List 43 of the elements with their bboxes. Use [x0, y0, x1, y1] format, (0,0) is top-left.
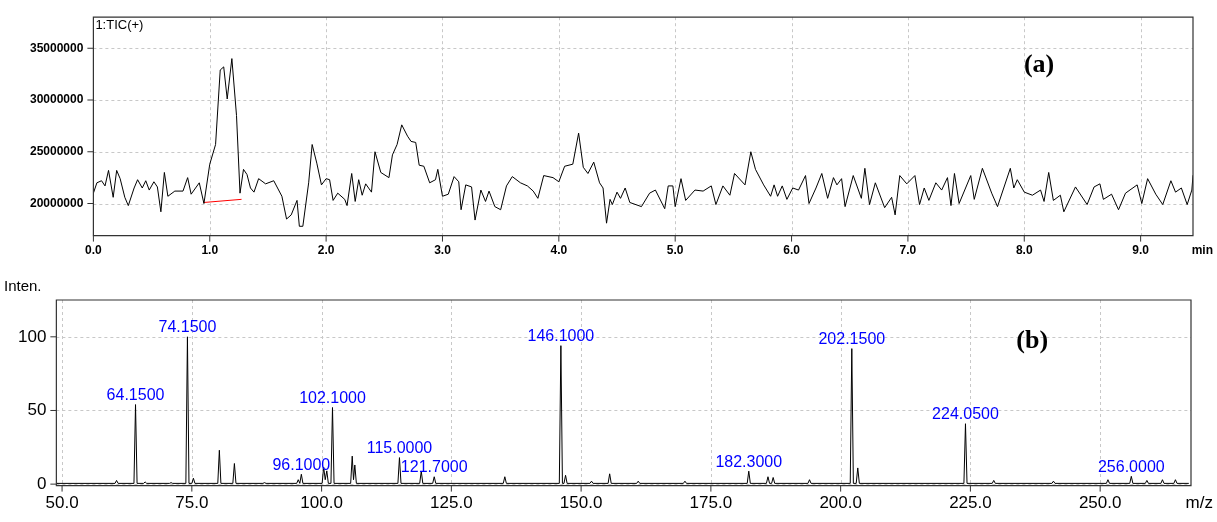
annotation: 121.7000	[400, 458, 468, 476]
annotation: (a)	[1023, 48, 1055, 78]
annotation: 182.3000	[715, 452, 783, 470]
y-tick-label: 35000000	[30, 40, 84, 55]
y-tick-label: 20000000	[30, 195, 84, 210]
x-tick-label: 125.0	[430, 493, 473, 513]
x-tick-label: 50.0	[45, 493, 79, 513]
annotation: 102.1000	[299, 388, 366, 406]
annotation: 74.1500	[158, 318, 217, 336]
annotation: 115.0000	[366, 439, 433, 457]
x-axis-title: m/z	[1185, 492, 1213, 512]
annotation: 96.1000	[272, 455, 331, 473]
annotation: 256.0000	[1097, 457, 1165, 475]
x-tick-label: 5.0	[666, 243, 684, 258]
x-axis-title: min	[1191, 242, 1213, 257]
y-tick-label: 50	[27, 400, 47, 420]
annotation: 146.1000	[527, 327, 595, 345]
x-tick-label: 8.0	[1015, 243, 1033, 258]
y-tick-label: 100	[17, 326, 47, 346]
x-tick-label: 150.0	[559, 493, 603, 513]
x-tick-label: 0.0	[85, 243, 103, 258]
annotation: 202.1500	[818, 330, 886, 348]
y-tick-label: 0	[36, 473, 47, 493]
x-tick-label: 2.0	[317, 243, 335, 258]
y-tick-label: 25000000	[30, 144, 84, 159]
annotation: 224.0500	[932, 405, 999, 423]
y-tick-label: 30000000	[30, 92, 84, 107]
x-tick-label: 175.0	[689, 493, 733, 513]
annotation: 64.1500	[106, 385, 165, 403]
x-tick-label: 225.0	[949, 493, 992, 513]
x-tick-label: 6.0	[783, 243, 801, 258]
x-tick-label: 250.0	[1078, 493, 1122, 513]
annotation: (b)	[1016, 324, 1049, 354]
y-axis-title: Inten.	[4, 276, 42, 294]
annotation: 1:TIC(+)	[95, 17, 144, 33]
x-tick-label: 200.0	[819, 493, 862, 513]
x-tick-label: 3.0	[434, 243, 452, 258]
x-tick-label: 7.0	[899, 243, 917, 258]
x-tick-label: 9.0	[1132, 243, 1150, 258]
x-tick-label: 4.0	[550, 243, 568, 258]
x-tick-label: 1.0	[201, 243, 219, 258]
x-tick-label: 75.0	[175, 493, 209, 513]
x-tick-label: 100.0	[300, 493, 343, 513]
